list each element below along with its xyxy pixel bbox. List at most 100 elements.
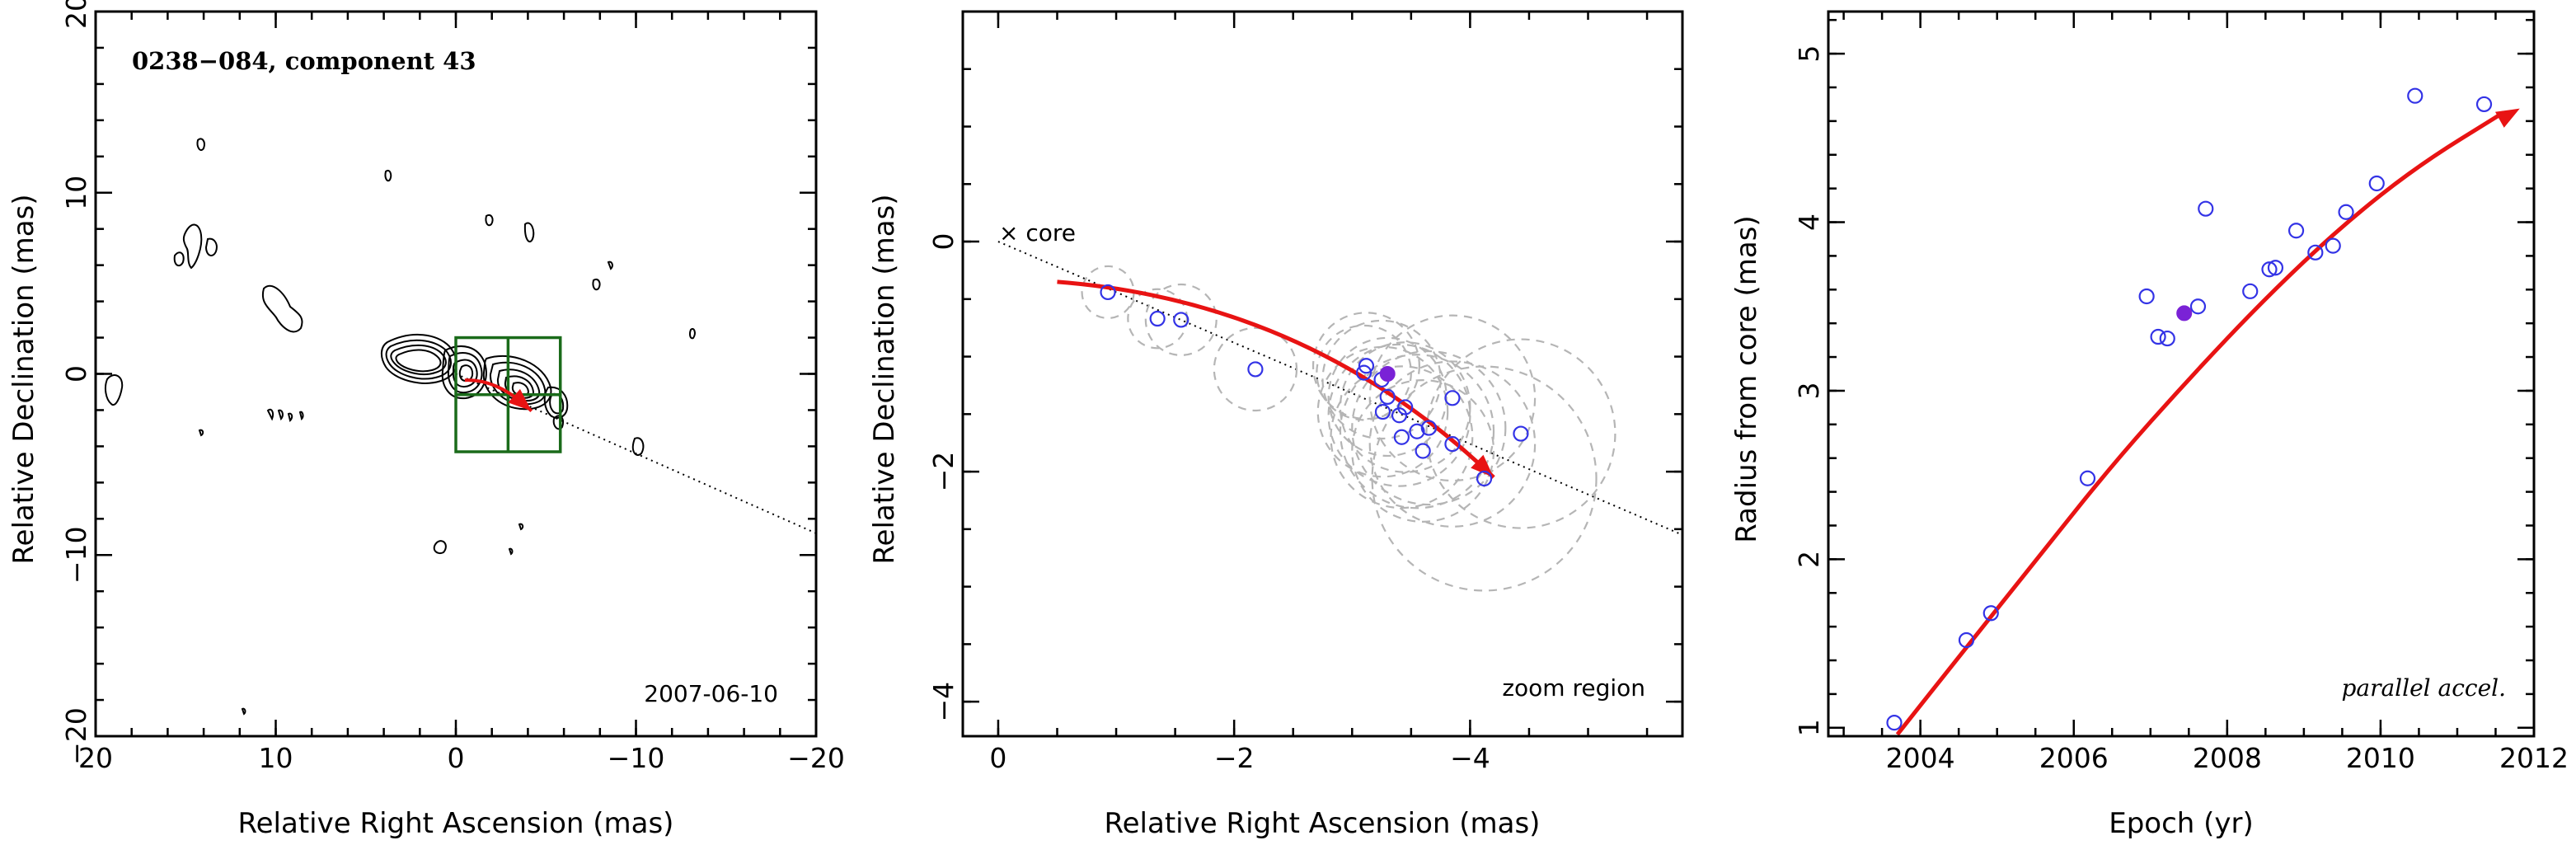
component-size-circle [1316, 345, 1449, 478]
y-tick-label: 2 [1793, 551, 1825, 568]
x-tick-label: 0 [448, 742, 465, 774]
panel1-title: 0238−084, component 43 [132, 47, 476, 75]
y-tick-label: 1 [1793, 719, 1825, 736]
x-tick-label: −20 [787, 742, 845, 774]
highlighted-epoch-point [1379, 366, 1396, 382]
x-tick-label: 2006 [2039, 742, 2109, 774]
component-size-circle [1321, 319, 1442, 440]
panel3-axes: 2004 2006 2008 2010 2012 1 2 3 4 5 [1793, 10, 2569, 774]
panel1-date-label: 2007-06-10 [644, 680, 778, 707]
component-size-circle [1368, 314, 1537, 482]
x-tick-label: −2 [1214, 742, 1255, 774]
y-tick-label: −10 [60, 526, 92, 584]
plot-frame-3 [1827, 10, 2536, 738]
radius-data-point [1982, 605, 1999, 622]
radius-data-point [2325, 237, 2341, 254]
radius-plot-area [1886, 87, 2520, 736]
y-tick-label: 0 [60, 365, 92, 383]
contour-map [104, 138, 696, 716]
component-size-circle [1213, 326, 1298, 412]
noise-contours [104, 138, 696, 716]
component-position-point [1374, 403, 1391, 420]
parallel-accel-annotation: parallel accel. [2341, 674, 2506, 702]
radius-data-point [2368, 175, 2385, 192]
component-size-circle [1339, 341, 1471, 473]
component-position-point [1444, 390, 1461, 406]
panel-radius-epoch: 2004 2006 2008 2010 2012 1 2 3 4 5 parallel accel… [1730, 10, 2569, 840]
highlighted-epoch-point [2176, 305, 2193, 322]
x-tick-label: 0 [989, 742, 1006, 774]
core-annotation: × core [999, 219, 1076, 246]
x-tick-label: 2008 [2193, 742, 2262, 774]
component-position-point [1358, 358, 1375, 374]
zoom-region-label: zoom region [1502, 674, 1645, 702]
y-tick-label: 20 [60, 0, 92, 29]
component-position-point [1379, 388, 1396, 406]
component-size-circle [1144, 283, 1218, 356]
component-position-point [1420, 420, 1437, 436]
panel-contour-map: 20 10 0 −10 −20 −20 −10 0 10 20 0238−084, compone… [7, 0, 845, 840]
zoom-plot-area [997, 241, 1682, 592]
radius-epoch-plot [1886, 87, 2520, 736]
component-size-circle [1351, 379, 1495, 523]
y-tick-label: 0 [927, 233, 960, 251]
component-position-point [1513, 425, 1529, 442]
x-tick-label: 2012 [2499, 742, 2569, 774]
component-size-circle [1425, 338, 1616, 529]
y-tick-label: −20 [60, 707, 92, 765]
jet-direction-line [455, 373, 817, 534]
zoom-plot [997, 241, 1682, 592]
x-tick-label: 2004 [1886, 742, 1955, 774]
component-size-circle [1339, 354, 1495, 509]
component-position-point [1393, 429, 1410, 445]
radius-data-point [2189, 298, 2207, 315]
y-tick-label: −4 [927, 682, 960, 722]
y-tick-label: 10 [60, 176, 92, 210]
component-position-point [1415, 443, 1431, 459]
radius-data-point [2307, 244, 2324, 261]
component-position-point [1476, 470, 1493, 487]
motion-arrow [1057, 279, 1495, 479]
radius-data-point [2150, 328, 2166, 345]
component-size-circle [1368, 360, 1537, 528]
panel2-x-axis-label: Relative Right Ascension (mas) [1105, 807, 1541, 840]
panel1-axes: 20 10 0 −10 −20 −20 −10 0 10 20 [60, 0, 845, 774]
y-tick-label: −2 [927, 452, 960, 492]
panel1-y-axis-label: Relative Declination (mas) [7, 194, 40, 564]
radius-data-point [2198, 200, 2214, 217]
radius-data-point [2079, 470, 2096, 486]
component-position-point [1247, 361, 1264, 378]
component-size-circle [1311, 312, 1420, 420]
radius-data-point [2261, 261, 2278, 278]
panel3-x-axis-label: Epoch (yr) [2109, 807, 2254, 840]
component-position-point [1391, 407, 1408, 424]
x-tick-label: −4 [1450, 742, 1490, 774]
plot-frame-2 [961, 10, 1684, 738]
radius-data-point [2138, 288, 2155, 305]
component-size-circle [1371, 365, 1598, 592]
component-position-point [1149, 310, 1166, 327]
component-position-point [1409, 423, 1425, 439]
panel2-axes: 0 −2 −4 −4 −2 0 [927, 10, 1684, 774]
x-tick-label: 20 [78, 742, 113, 774]
radius-data-point [2159, 330, 2175, 347]
radius-data-point [1958, 631, 1975, 649]
component-size-circle [1351, 350, 1507, 506]
radius-data-point [1886, 715, 1903, 731]
jet-contours [381, 333, 569, 419]
radius-data-point [2287, 223, 2305, 239]
radius-data-point [2242, 283, 2259, 299]
component-size-circle [1327, 336, 1448, 458]
fit-curve-arrow-head [2494, 108, 2520, 128]
component-size-circle [1127, 288, 1189, 350]
panel2-y-axis-label: Relative Declination (mas) [868, 194, 901, 564]
component-position-point [1444, 436, 1461, 453]
radius-data-point [2475, 96, 2493, 113]
x-tick-label: 2010 [2346, 742, 2415, 774]
contour-overlay [454, 336, 817, 534]
y-tick-label: 5 [1793, 45, 1825, 63]
component-position-point [1173, 312, 1189, 328]
radius-data-point [2267, 260, 2284, 276]
y-tick-label: 3 [1793, 382, 1825, 399]
panel3-y-axis-label: Radius from core (mas) [1730, 215, 1763, 542]
